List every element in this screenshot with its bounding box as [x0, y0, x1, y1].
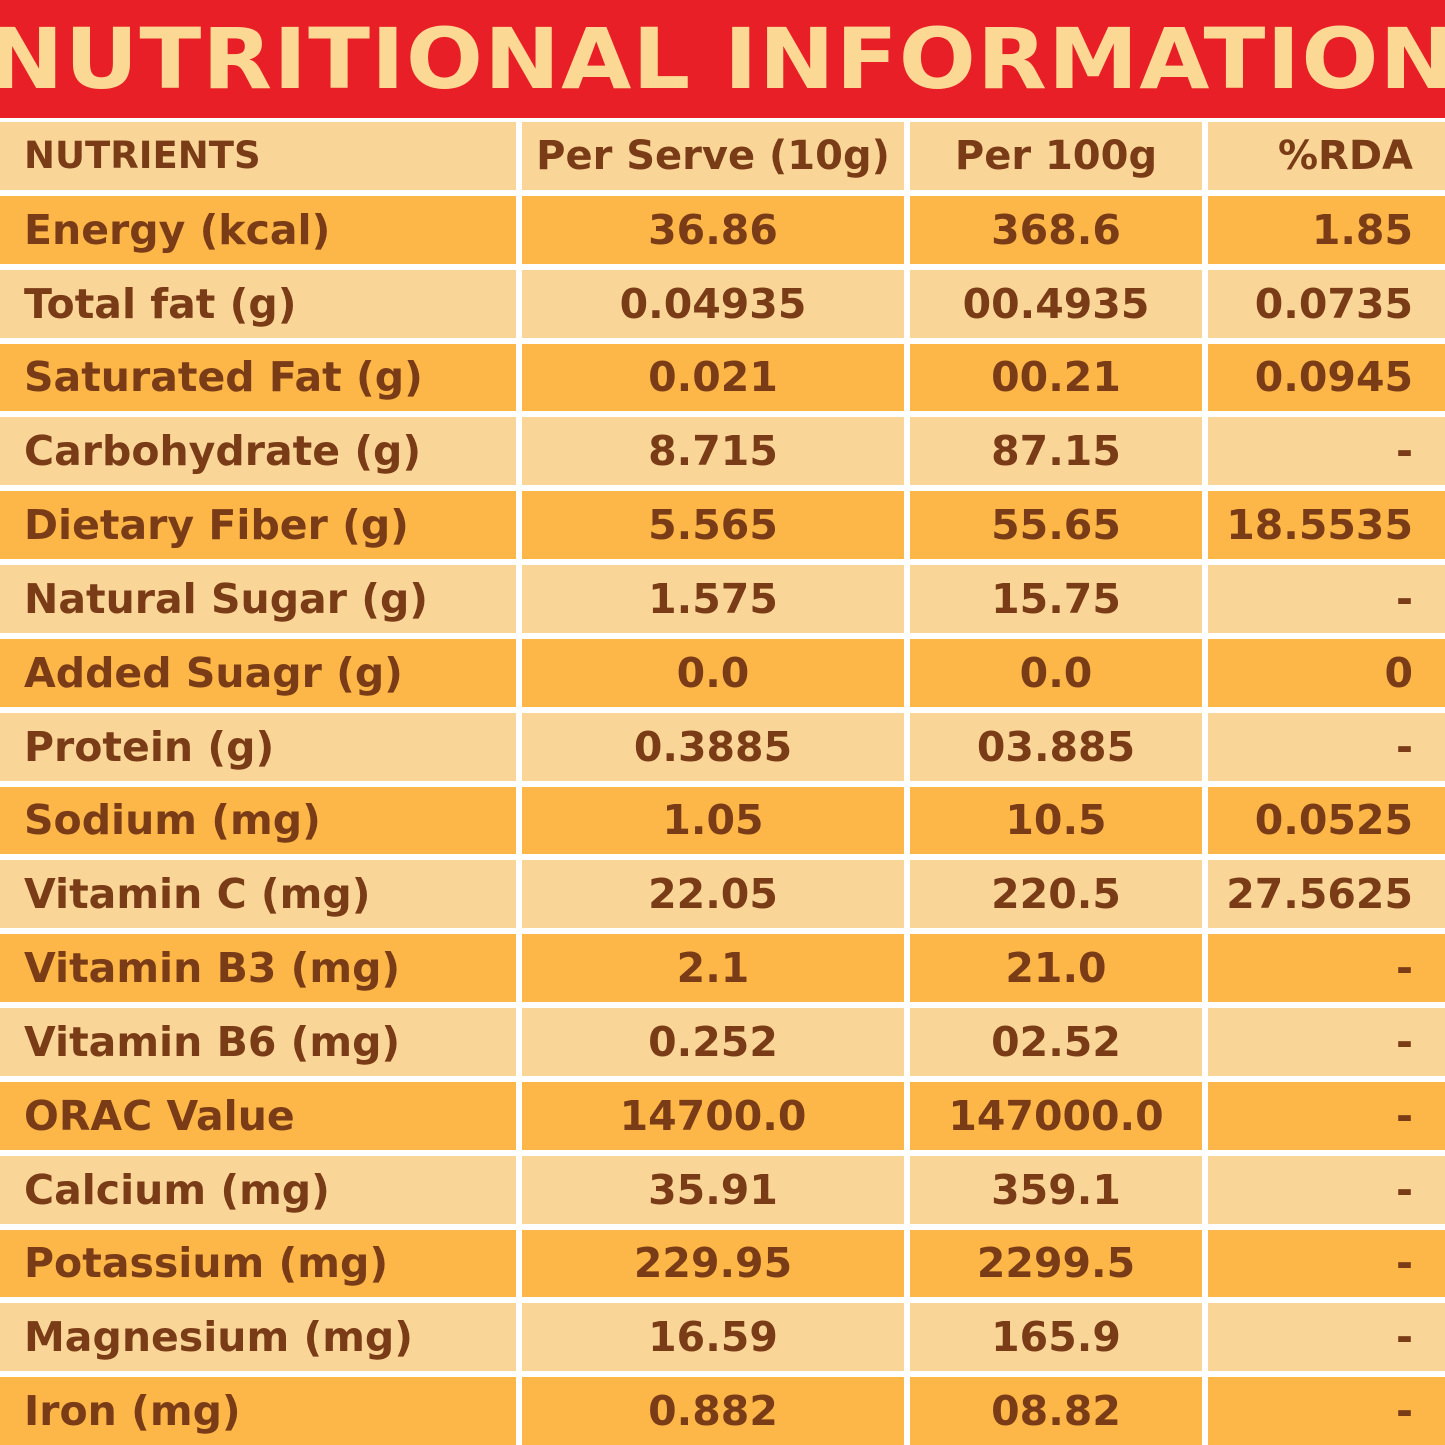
nutrient-name-cell: Total fat (g)	[0, 269, 516, 338]
per-serve-cell: 0.0	[522, 638, 904, 707]
rda-cell: 0	[1208, 638, 1445, 707]
rda-cell: -	[1208, 712, 1445, 781]
per-serve-cell: 8.715	[522, 417, 904, 486]
per-serve-cell: 0.3885	[522, 712, 904, 781]
rda-cell: -	[1208, 1229, 1445, 1298]
nutrient-name-cell: Carbohydrate (g)	[0, 417, 516, 486]
per-serve-cell: 16.59	[522, 1303, 904, 1372]
rda-cell: -	[1208, 1377, 1445, 1445]
header-rda: %RDA	[1208, 122, 1445, 190]
nutrient-name-cell: Dietary Fiber (g)	[0, 491, 516, 559]
nutrient-name-cell: Protein (g)	[0, 712, 516, 781]
rda-cell: 0.0735	[1208, 269, 1445, 338]
per-serve-cell: 36.86	[522, 195, 904, 264]
per-serve-cell: 22.05	[522, 860, 904, 929]
rda-cell: -	[1208, 1303, 1445, 1372]
rda-cell: 1.85	[1208, 195, 1445, 264]
header-nutrients: NUTRIENTS	[0, 122, 516, 190]
per-100g-cell: 15.75	[910, 565, 1202, 633]
per-100g-cell: 87.15	[910, 417, 1202, 486]
nutrient-name-cell: Saturated Fat (g)	[0, 343, 516, 412]
nutrient-name-cell: Vitamin B3 (mg)	[0, 934, 516, 1002]
per-100g-cell: 165.9	[910, 1303, 1202, 1372]
nutrient-name-cell: Vitamin C (mg)	[0, 860, 516, 929]
per-100g-cell: 02.52	[910, 1008, 1202, 1076]
per-serve-cell: 0.252	[522, 1008, 904, 1076]
nutrient-name-cell: Calcium (mg)	[0, 1155, 516, 1224]
per-serve-cell: 229.95	[522, 1229, 904, 1298]
nutrition-table: NUTRIENTS Per Serve (10g) Per 100g %RDA …	[0, 122, 1445, 1445]
rda-cell: 18.5535	[1208, 491, 1445, 559]
per-100g-cell: 55.65	[910, 491, 1202, 559]
per-serve-cell: 14700.0	[522, 1081, 904, 1150]
rda-cell: -	[1208, 1008, 1445, 1076]
per-100g-cell: 00.21	[910, 343, 1202, 412]
per-serve-cell: 2.1	[522, 934, 904, 1002]
nutrient-name-cell: Energy (kcal)	[0, 195, 516, 264]
per-serve-cell: 1.05	[522, 786, 904, 855]
per-100g-cell: 08.82	[910, 1377, 1202, 1445]
per-100g-cell: 2299.5	[910, 1229, 1202, 1298]
per-100g-cell: 359.1	[910, 1155, 1202, 1224]
nutrient-name-cell: ORAC Value	[0, 1081, 516, 1150]
per-serve-cell: 1.575	[522, 565, 904, 633]
per-100g-cell: 21.0	[910, 934, 1202, 1002]
rda-cell: -	[1208, 1081, 1445, 1150]
nutrient-name-cell: Added Suagr (g)	[0, 638, 516, 707]
nutrient-name-cell: Vitamin B6 (mg)	[0, 1008, 516, 1076]
per-100g-cell: 220.5	[910, 860, 1202, 929]
per-serve-cell: 0.04935	[522, 269, 904, 338]
per-100g-cell: 147000.0	[910, 1081, 1202, 1150]
per-100g-cell: 03.885	[910, 712, 1202, 781]
per-serve-cell: 5.565	[522, 491, 904, 559]
nutrient-name-cell: Potassium (mg)	[0, 1229, 516, 1298]
nutrient-name-cell: Iron (mg)	[0, 1377, 516, 1445]
rda-cell: -	[1208, 934, 1445, 1002]
rda-cell: 0.0525	[1208, 786, 1445, 855]
rda-cell: -	[1208, 565, 1445, 633]
per-serve-cell: 35.91	[522, 1155, 904, 1224]
rda-cell: -	[1208, 417, 1445, 486]
page-title: NUTRITIONAL INFORMATION	[0, 10, 1445, 108]
per-100g-cell: 10.5	[910, 786, 1202, 855]
rda-cell: 27.5625	[1208, 860, 1445, 929]
per-100g-cell: 368.6	[910, 195, 1202, 264]
header-per-100g: Per 100g	[910, 122, 1202, 190]
nutrient-name-cell: Sodium (mg)	[0, 786, 516, 855]
rda-cell: 0.0945	[1208, 343, 1445, 412]
title-banner: NUTRITIONAL INFORMATION	[0, 0, 1445, 118]
per-100g-cell: 0.0	[910, 638, 1202, 707]
per-serve-cell: 0.882	[522, 1377, 904, 1445]
per-serve-cell: 0.021	[522, 343, 904, 412]
header-per-serve: Per Serve (10g)	[522, 122, 904, 190]
per-100g-cell: 00.4935	[910, 269, 1202, 338]
nutrient-name-cell: Magnesium (mg)	[0, 1303, 516, 1372]
nutrient-name-cell: Natural Sugar (g)	[0, 565, 516, 633]
rda-cell: -	[1208, 1155, 1445, 1224]
